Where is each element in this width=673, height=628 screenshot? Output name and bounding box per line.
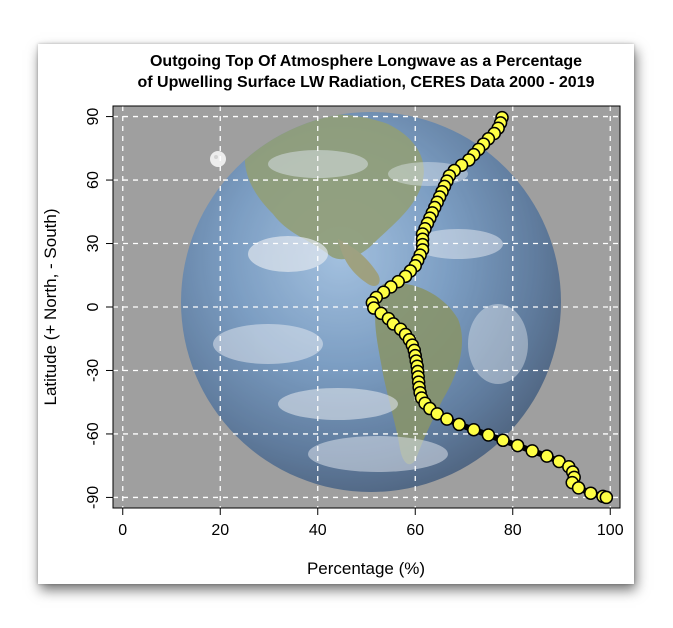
- data-point: [440, 412, 454, 426]
- data-point: [481, 428, 496, 442]
- chart-title-line2: of Upwelling Surface LW Radiation, CERES…: [137, 74, 594, 91]
- data-point: [584, 486, 598, 500]
- grid-lines: [113, 106, 620, 508]
- data-point: [571, 481, 586, 495]
- data-point: [599, 490, 614, 505]
- chart-title-line1: Outgoing Top Of Atmosphere Longwave as a…: [150, 53, 582, 70]
- series-layer: [365, 110, 614, 505]
- y-tick-label: 30: [85, 235, 102, 253]
- y-tick-label: -90: [85, 486, 102, 509]
- data-point: [452, 417, 466, 432]
- y-tick-label: 90: [85, 108, 102, 126]
- data-point: [540, 449, 554, 463]
- y-axis-label: Latitude (+ North, - South): [41, 208, 60, 405]
- y-tick-label: 0: [85, 302, 102, 311]
- x-axis-label: Percentage (%): [307, 559, 425, 578]
- axes: 0 20 40 60 80 100 90 60 30 0 -30 -60 -90: [85, 108, 624, 539]
- y-tick-label: -30: [85, 359, 102, 382]
- data-point: [510, 438, 525, 453]
- x-tick-label: 0: [118, 522, 127, 539]
- chart-svg: 0 20 40 60 80 100 90 60 30 0 -30 -60 -90 Outgoing To…: [41, 53, 624, 578]
- x-tick-label: 100: [597, 522, 624, 539]
- data-point: [525, 444, 539, 458]
- x-tick-label: 60: [406, 522, 424, 539]
- x-tick-label: 40: [309, 522, 327, 539]
- y-tick-label: 60: [85, 171, 102, 189]
- data-point: [496, 433, 510, 448]
- data-point: [467, 422, 481, 437]
- x-tick-label: 80: [504, 522, 522, 539]
- chart-card: 0 20 40 60 80 100 90 60 30 0 -30 -60 -90 Outgoing To…: [38, 44, 634, 584]
- x-tick-label: 20: [211, 522, 229, 539]
- y-tick-label: -60: [85, 422, 102, 445]
